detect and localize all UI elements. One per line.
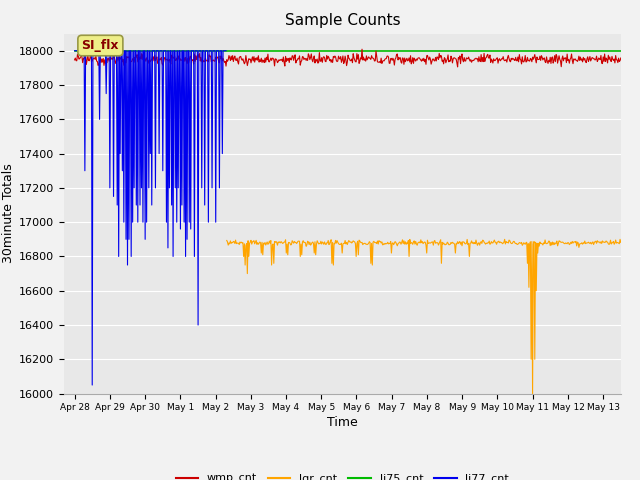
Text: SI_flx: SI_flx xyxy=(82,39,119,52)
Y-axis label: 30minute Totals: 30minute Totals xyxy=(2,164,15,264)
Legend: wmp_cnt, lgr_cnt, li75_cnt, li77_cnt: wmp_cnt, lgr_cnt, li75_cnt, li77_cnt xyxy=(171,469,514,480)
Title: Sample Counts: Sample Counts xyxy=(285,13,400,28)
X-axis label: Time: Time xyxy=(327,417,358,430)
